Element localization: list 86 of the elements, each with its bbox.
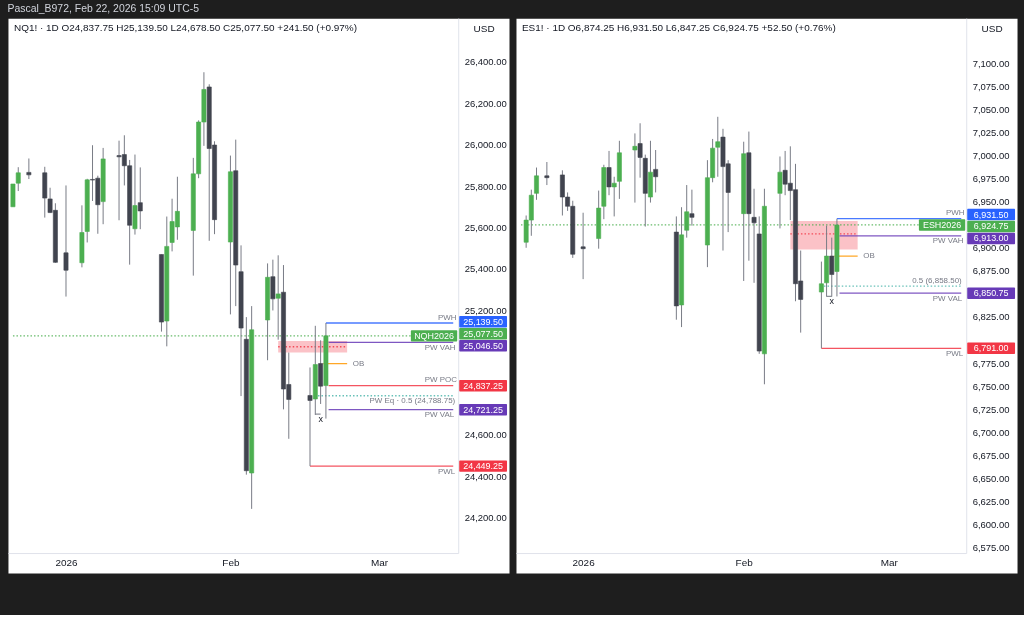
x-tick-label: 2026 <box>55 557 79 569</box>
series-label: PWH <box>437 312 457 322</box>
candlestick <box>611 176 617 217</box>
y-tick-label: 26,200.00 <box>464 97 507 109</box>
y-tick-label: 7,050.00 <box>972 103 1010 115</box>
y-tick-label: 6,650.00 <box>972 472 1010 484</box>
x-tick-label: Mar <box>370 557 389 569</box>
candlestick <box>606 150 612 196</box>
y-tick-label: 24,400.00 <box>464 470 507 482</box>
y-tick-label: 25,800.00 <box>464 180 507 192</box>
series-label: PW VAH <box>932 236 964 246</box>
x-tick-label: Feb <box>735 557 754 569</box>
data-label: 25,139.50 <box>463 316 504 327</box>
y-axis-title: USD <box>981 22 1003 34</box>
series-label: NQH2026 <box>414 330 454 341</box>
data-label: 25,077.50 <box>463 328 504 339</box>
y-tick-label: 24,600.00 <box>464 429 507 441</box>
data-label: 25,046.50 <box>463 340 504 351</box>
x-tick-label: Feb <box>222 557 240 569</box>
series-label: PWH <box>945 208 965 218</box>
x-tick-label: 2026 <box>572 557 596 569</box>
chart-title: ES1! · 1D O6,874.25 H6,931.50 L6,847.25 C6,924.75 +52.50 (+0.76%) <box>521 22 836 34</box>
y-tick-label: 6,575.00 <box>972 541 1010 553</box>
chart-title: NQ1! · 1D O24,837.75 H25,139.50 L24,678.50 C25,077.50 +241.50 (+0.97%) <box>13 22 358 34</box>
data-label: 6,913.00 <box>973 233 1009 244</box>
y-tick-label: 7,000.00 <box>972 150 1010 162</box>
y-tick-label: 25,400.00 <box>464 263 507 275</box>
series-label: PWL <box>945 348 964 358</box>
data-label: 6,791.00 <box>973 343 1009 354</box>
y-tick-label: 7,075.00 <box>972 80 1010 92</box>
y-tick-label: 7,025.00 <box>972 126 1010 138</box>
series-label: 0.5 (6,858.50) <box>912 275 963 285</box>
data-label: 24,449.25 <box>463 461 504 472</box>
candlestick <box>307 366 313 467</box>
y-tick-label: 26,400.00 <box>464 56 507 68</box>
y-tick-label: 6,775.00 <box>972 357 1010 369</box>
series-label: PW VAL <box>932 293 963 303</box>
data-label: 24,721.25 <box>463 404 504 415</box>
data-label: 24,837.25 <box>463 380 504 391</box>
y-tick-label: 6,975.00 <box>972 173 1010 185</box>
annotation: x <box>829 296 835 307</box>
y-tick-label: 6,600.00 <box>972 518 1010 530</box>
series-label: OB <box>352 358 365 368</box>
series-label: PW Eq · 0.5 (24,788.75) <box>369 396 456 406</box>
data-label: 6,931.50 <box>973 209 1009 220</box>
candlestick <box>653 149 659 193</box>
data-label: 6,924.75 <box>973 221 1009 232</box>
candlestick <box>829 237 835 298</box>
candlestick <box>132 154 138 236</box>
y-tick-label: 6,675.00 <box>972 449 1010 461</box>
text: Pascal_B972, Feb 22, 2026 15:09 UTC-5 <box>7 3 200 15</box>
y-tick-label: 6,900.00 <box>972 242 1010 254</box>
y-tick-label: 25,600.00 <box>464 222 507 234</box>
y-tick-label: 6,625.00 <box>972 495 1010 507</box>
y-axis-title: USD <box>473 22 495 34</box>
series-label: OB <box>863 251 875 261</box>
y-tick-label: 6,875.00 <box>972 265 1010 277</box>
y-tick-label: 26,000.00 <box>464 139 507 151</box>
series-label: PW VAH <box>424 342 456 352</box>
y-tick-label: 6,725.00 <box>972 403 1010 415</box>
candlestick <box>137 166 143 230</box>
candlestick <box>270 259 276 311</box>
x-tick-label: Mar <box>880 557 899 569</box>
candlestick <box>63 184 69 298</box>
y-tick-label: 6,825.00 <box>972 311 1010 323</box>
candlestick <box>26 157 32 180</box>
y-tick-label: 6,950.00 <box>972 196 1010 208</box>
candlestick <box>580 212 586 280</box>
candlestick <box>715 116 721 178</box>
y-tick-label: 6,700.00 <box>972 426 1010 438</box>
y-tick-label: 6,750.00 <box>972 380 1010 392</box>
candlestick <box>689 189 695 227</box>
candlestick <box>318 339 324 405</box>
series-label: ESH2026 <box>922 219 962 230</box>
y-tick-label: 25,200.00 <box>464 304 507 316</box>
y-tick-label: 7,100.00 <box>972 57 1010 69</box>
candlestick <box>544 161 550 186</box>
annotation: x <box>318 414 324 425</box>
candlestick <box>534 167 539 201</box>
candlestick <box>819 261 824 349</box>
y-tick-label: 24,200.00 <box>464 512 507 524</box>
series-label: PWL <box>437 466 456 476</box>
data-label: 6,850.75 <box>973 288 1009 299</box>
series-label: PW POC <box>424 375 458 385</box>
series-label: PW VAL <box>424 410 455 420</box>
candlestick <box>632 132 638 204</box>
